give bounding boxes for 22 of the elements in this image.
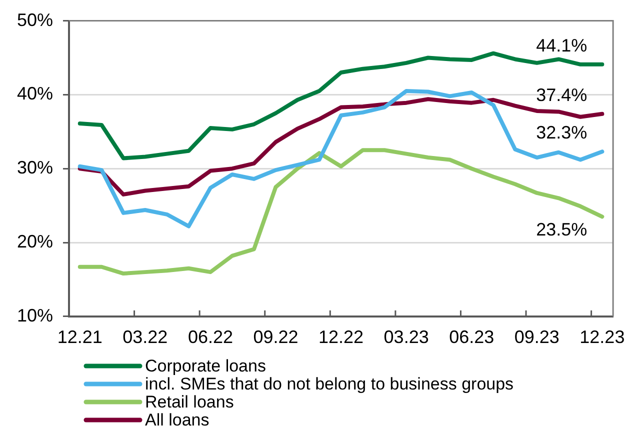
- x-tick-label: 03.23: [384, 327, 429, 348]
- x-tick-label: 12.22: [318, 327, 364, 348]
- legend-label: Retail loans: [145, 392, 234, 412]
- data-label: 44.1%: [536, 35, 588, 56]
- y-tick-label: 20%: [16, 231, 53, 252]
- y-tick-label: 10%: [16, 305, 53, 326]
- x-tick-label: 12.23: [580, 327, 625, 348]
- x-tick-label: 09.22: [253, 327, 298, 348]
- y-tick-label: 40%: [16, 84, 53, 104]
- legend-label: incl. SMEs that do not belong to business groups: [145, 374, 514, 394]
- x-tick-label: 06.23: [449, 327, 494, 348]
- y-tick-label: 50%: [16, 10, 53, 30]
- x-tick-label: 09.23: [514, 327, 560, 348]
- x-tick-label: 03.22: [122, 327, 168, 348]
- x-tick-label: 06.22: [188, 327, 233, 348]
- data-label: 32.3%: [536, 122, 588, 143]
- data-label: 37.4%: [536, 84, 588, 105]
- legend-label: All loans: [145, 410, 210, 430]
- data-label: 23.5%: [536, 220, 588, 240]
- legend-label: Corporate loans: [145, 356, 266, 376]
- x-tick-label: 12.21: [57, 327, 102, 348]
- y-tick-label: 30%: [16, 158, 53, 178]
